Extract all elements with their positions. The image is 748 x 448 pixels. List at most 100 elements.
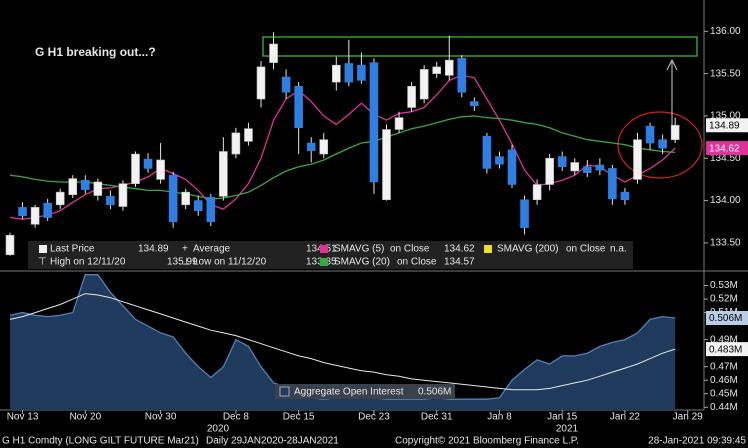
legend-box (28, 241, 633, 269)
candle-body (269, 43, 278, 63)
candle-body (570, 162, 580, 172)
candle-body (520, 199, 529, 228)
candle-body (231, 132, 241, 155)
x-tick-label: Jan 8 (487, 412, 512, 423)
candle-body (670, 124, 680, 140)
candle-body (168, 174, 178, 223)
candle-body (382, 129, 391, 201)
candle-body (545, 157, 554, 185)
breakout-box (262, 36, 698, 57)
area-fill (10, 274, 676, 410)
legend-swatch (320, 245, 328, 253)
candle-body (93, 181, 103, 196)
candle-body (43, 202, 52, 218)
candle-body (256, 66, 266, 100)
legend-label: SMAVG (20) (334, 257, 390, 268)
legend-label: Low on 11/12/20 (193, 257, 267, 268)
candle-body (507, 149, 517, 185)
plot-area (0, 0, 748, 414)
legend-label: SMAVG (200) (497, 244, 559, 255)
candle-body (482, 135, 492, 169)
annotation-title: G H1 breaking out...? (35, 45, 156, 59)
x-tick-label: Jan 22 (610, 412, 640, 423)
last-value-tag (706, 141, 748, 156)
y-tick-label: 134.50 (710, 153, 741, 164)
legend-label: Average (193, 244, 231, 255)
candle-body (582, 166, 592, 173)
legend-basis: on Close (390, 244, 430, 255)
x-tick-label: Dec 15 (283, 412, 315, 423)
candle-body (244, 128, 253, 142)
candle-body (68, 178, 78, 195)
candle-body (495, 156, 504, 165)
candle-body (306, 142, 316, 151)
x-tick-label: Jan 29 (673, 412, 703, 423)
legend-value: 135.99 (167, 257, 198, 268)
last-value-tag (706, 342, 748, 357)
candle-body (81, 179, 90, 190)
last-value-label: 134.62 (709, 143, 740, 154)
footer-range: Daily 29JAN2020-28JAN2021 (206, 436, 339, 447)
candle-body (18, 207, 27, 217)
candle-body (181, 191, 190, 206)
x-tick-label: Dec 23 (358, 412, 390, 423)
x-tick-label: Dec 31 (421, 412, 453, 423)
footer-timestamp: 28-Jan-2021 09:39:45 (648, 436, 746, 447)
candle-body (532, 184, 542, 201)
last-value-tag (706, 311, 748, 325)
candle-body (319, 139, 329, 155)
candle-body (143, 158, 153, 169)
legend-swatch (320, 258, 328, 266)
legend-label: Aggregate Open Interest (294, 387, 404, 398)
year-label: 2020 (207, 424, 230, 435)
candle-body (620, 191, 630, 201)
candle-body (419, 69, 429, 100)
legend-swatch (39, 245, 47, 253)
legend-basis: on Close (397, 257, 437, 268)
last-value-label: 0.506M (709, 313, 742, 324)
legend-value: n.a. (610, 244, 627, 255)
year-label: 2021 (556, 424, 579, 435)
candle-body (5, 234, 15, 256)
legend-value: 134.62 (444, 244, 475, 255)
footer-copyright: Copyright© 2021 Bloomberg Finance L.P. (395, 436, 579, 447)
legend-marker: ⊥ (182, 257, 191, 268)
oi-legend-box (275, 384, 455, 399)
candle-body (156, 159, 165, 180)
candle-body (106, 196, 115, 206)
overlay: G H1 breaking out...? Last Price 134.89 … (2, 26, 748, 447)
legend-swatch (484, 245, 492, 253)
y-tick-label: 0.49M (710, 334, 738, 345)
y-tick-label: 0.44M (710, 402, 738, 413)
candle-body (608, 168, 617, 200)
last-value-label: 134.89 (709, 120, 740, 131)
candle-body (193, 200, 203, 212)
candle-body (118, 183, 128, 207)
x-tick-label: Nov 30 (145, 412, 177, 423)
candle-body (30, 207, 40, 225)
highlight-circle (617, 111, 703, 179)
y-tick-label: 0.47M (710, 361, 738, 372)
candle-body (369, 62, 379, 183)
legend-value: 0.506M (418, 387, 451, 398)
y-tick-label: 0.53M (710, 280, 738, 291)
y-tick-label: 135.00 (710, 111, 741, 122)
candle-body (407, 86, 416, 108)
candle-body (444, 59, 454, 76)
arrow-head (666, 58, 678, 71)
legend-label: SMAVG (5) (334, 244, 384, 255)
line (9, 293, 676, 391)
candle-body (344, 63, 354, 83)
legend-marker: + (182, 244, 188, 255)
legend-label: High on 12/11/20 (50, 257, 126, 268)
legend-basis: on Close (566, 244, 606, 255)
candle-body (131, 153, 140, 184)
legend-value: 134.57 (444, 257, 475, 268)
candle-body (432, 66, 442, 74)
y-tick-label: 136.00 (710, 26, 741, 37)
x-tick-label: Nov 20 (69, 412, 101, 423)
y-tick-label: 134.00 (710, 195, 741, 206)
candle-body (645, 125, 655, 144)
candle-body (294, 86, 303, 129)
